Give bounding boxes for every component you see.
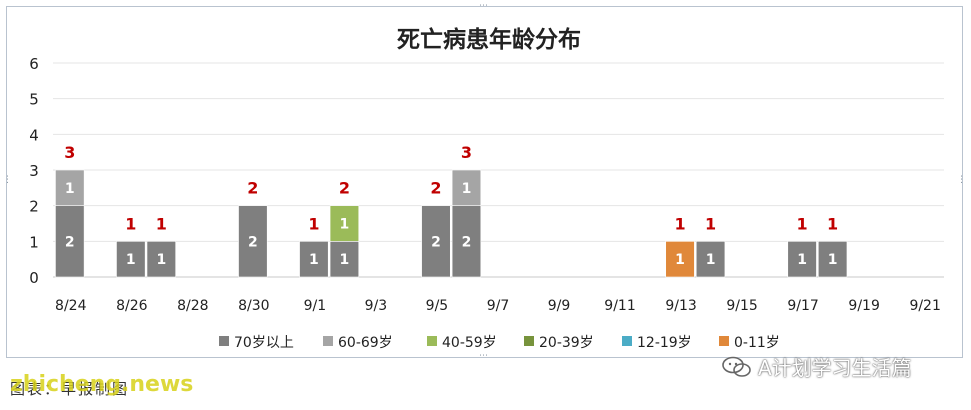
bar-segment <box>329 205 360 242</box>
y-tick-label: 1 <box>29 233 39 251</box>
legend-label: 60-69岁 <box>338 335 393 351</box>
x-tick-label: 9/21 <box>909 298 940 314</box>
bar-total-label: 1 <box>156 214 167 233</box>
legend-label: 12-19岁 <box>637 335 692 351</box>
bar-total-label: 2 <box>247 179 258 198</box>
bar-segment-label: 1 <box>706 252 716 268</box>
x-tick-label: 9/9 <box>548 298 571 314</box>
bar-total-label: 3 <box>64 143 75 162</box>
bar-segment <box>55 205 85 278</box>
wechat-account-name: A计划学习生活篇 <box>758 356 912 380</box>
bar-total-label: 1 <box>705 214 716 233</box>
chart-title: 死亡病患年龄分布 <box>397 26 581 53</box>
legend-label: 0-11岁 <box>734 335 780 351</box>
x-tick-label: 9/15 <box>726 298 757 314</box>
y-tick-label: 3 <box>29 162 39 180</box>
bar-total-label: 3 <box>461 143 472 162</box>
bar-segment-label: 1 <box>65 181 75 197</box>
x-tick-label: 8/26 <box>116 298 148 314</box>
bar-segment-label: 1 <box>828 252 838 268</box>
resize-handle-bottom[interactable]: ⋯ <box>479 351 488 361</box>
bar-total-label: 1 <box>797 214 808 233</box>
legend-label: 70岁以上 <box>234 335 294 351</box>
bar-segment <box>451 169 482 206</box>
legend-label: 40-59岁 <box>442 335 497 351</box>
chart-frame: ⋯ ⋯ ⋮ ⋮ <box>3 1 966 361</box>
legend-swatch <box>719 336 729 346</box>
bar-segment-label: 1 <box>309 252 319 268</box>
resize-handle-left[interactable]: ⋮ <box>3 175 12 185</box>
legend: 70岁以上 60-69岁 40-59岁 20-39岁 12-19岁 0-11岁 <box>219 335 780 351</box>
bar-segment <box>787 241 817 278</box>
bar-segment <box>146 241 176 278</box>
x-tick-label: 8/24 <box>55 298 87 314</box>
y-tick-label: 5 <box>29 91 39 109</box>
x-tick-label: 8/30 <box>238 298 269 314</box>
x-axis-ticks: 8/24 8/26 8/28 8/30 9/1 9/3 9/5 9/7 9/9 9/11 9/13 9… <box>55 298 941 314</box>
bar-segment-label: 2 <box>431 234 441 250</box>
bar-total-label: 2 <box>339 179 350 198</box>
bar-segment-label: 2 <box>248 234 258 250</box>
bar-segment-label: 1 <box>797 252 807 268</box>
site-watermark: zhicheng.news <box>10 372 194 397</box>
y-axis-ticks: 0 1 2 3 4 5 6 <box>29 55 39 287</box>
x-tick-label: 9/13 <box>665 298 696 314</box>
bar-segment-label: 1 <box>675 252 685 268</box>
resize-handle-right[interactable]: ⋮ <box>957 175 966 185</box>
bar-segment-label: 1 <box>340 217 350 233</box>
bar-segment <box>817 241 848 278</box>
bar-total-label: 1 <box>308 214 319 233</box>
bar-segment <box>695 241 726 278</box>
x-tick-label: 9/3 <box>365 298 388 314</box>
bar-segment <box>421 205 451 278</box>
x-tick-label: 9/19 <box>848 298 879 314</box>
legend-label: 20-39岁 <box>539 335 594 351</box>
bar-segment-label: 2 <box>65 234 75 250</box>
bar-segment <box>238 205 268 278</box>
bar-segment-label: 1 <box>126 252 136 268</box>
resize-handle-top[interactable]: ⋯ <box>479 1 488 11</box>
legend-swatch <box>524 336 534 346</box>
x-tick-label: 9/1 <box>304 298 327 314</box>
bar-total-label: 1 <box>674 214 685 233</box>
wechat-account-badge: A计划学习生活篇 <box>722 352 912 381</box>
bar-segment <box>451 205 482 278</box>
x-tick-label: 9/5 <box>426 298 449 314</box>
chart-source-label: 图表：早报制图 <box>10 380 130 398</box>
bar-segment-label: 1 <box>156 252 166 268</box>
bar-segment <box>665 241 695 278</box>
x-tick-label: 9/17 <box>787 298 818 314</box>
legend-swatch <box>427 336 437 346</box>
wechat-icon <box>722 356 751 377</box>
bar-total-label: 1 <box>827 214 838 233</box>
bar-total-label: 2 <box>430 179 441 198</box>
legend-swatch <box>323 336 333 346</box>
bar-total-label: 1 <box>125 214 136 233</box>
bar-segment-label: 1 <box>462 181 472 197</box>
x-tick-label: 8/28 <box>177 298 208 314</box>
y-tick-label: 0 <box>29 269 39 287</box>
legend-swatch <box>219 336 229 346</box>
bar-segment-label: 1 <box>340 252 350 268</box>
y-tick-label: 4 <box>29 126 39 144</box>
legend-swatch <box>622 336 632 346</box>
x-tick-label: 9/7 <box>487 298 510 314</box>
x-tick-label: 9/11 <box>604 298 635 314</box>
bar-segment <box>329 241 360 278</box>
bar-segment-label: 2 <box>462 234 472 250</box>
y-tick-label: 6 <box>29 55 39 73</box>
bar-segment <box>116 241 146 278</box>
bar-segment <box>299 241 329 278</box>
bar-segment <box>55 169 85 206</box>
y-tick-label: 2 <box>29 198 39 216</box>
